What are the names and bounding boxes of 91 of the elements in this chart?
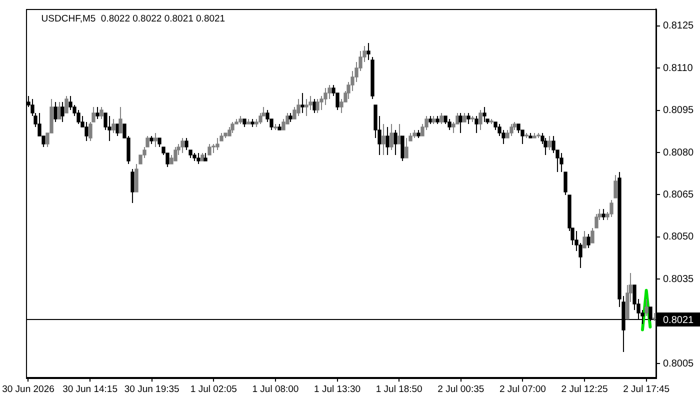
candlestick <box>64 96 68 114</box>
candlestick <box>548 136 552 150</box>
candlestick <box>130 168 134 204</box>
candlestick <box>448 118 452 130</box>
x-tick-label: 1 Jul 08:00 <box>252 384 299 395</box>
candlestick <box>482 106 486 122</box>
candlestick <box>258 112 262 124</box>
candlestick <box>400 136 404 162</box>
candlestick <box>602 208 606 220</box>
candlestick <box>432 116 436 124</box>
candlestick <box>490 118 494 124</box>
candlestick <box>204 152 208 162</box>
candlestick <box>390 124 394 150</box>
candlestick <box>238 116 242 124</box>
candlestick <box>84 122 88 142</box>
candlestick <box>316 98 320 114</box>
candlestick <box>150 136 154 144</box>
x-tick-label: 2 Jul 00:35 <box>438 384 484 395</box>
candlestick <box>112 118 116 134</box>
y-tick-label: 0.8110 <box>663 62 694 74</box>
y-tick-label: 0.8095 <box>663 105 694 116</box>
candlestick <box>404 138 408 158</box>
candlestick <box>230 122 234 134</box>
candlestick <box>300 92 304 114</box>
candlestick <box>458 112 462 134</box>
candlestick <box>174 146 178 162</box>
candlestick <box>386 126 390 156</box>
candlestick <box>108 116 112 142</box>
y-tick-label: 0.8050 <box>663 232 694 243</box>
candlestick <box>274 124 278 130</box>
candlestick <box>466 112 470 124</box>
candlestick <box>54 102 58 122</box>
candlestick <box>462 112 466 122</box>
candlestick <box>192 152 196 162</box>
candlestick <box>478 110 482 130</box>
x-tick-label: 30 Jun 19:35 <box>124 384 180 395</box>
candlestick <box>208 144 212 156</box>
candlestick <box>436 116 440 124</box>
x-tick-label: 30 Jun 2026 <box>2 384 54 395</box>
candlestick <box>516 124 520 134</box>
candlestick <box>224 132 228 138</box>
y-tick-label: 0.8005 <box>663 358 694 370</box>
candlestick <box>288 112 292 122</box>
x-tick-label: 1 Jul 18:50 <box>376 384 422 395</box>
candlestick <box>470 116 474 122</box>
candlestick <box>242 118 246 128</box>
candlestick <box>246 118 250 124</box>
candlestick <box>528 132 532 138</box>
candlestick <box>532 132 536 138</box>
x-tick-label: 2 Jul 07:00 <box>499 384 546 395</box>
candlestick <box>652 312 656 322</box>
candlestick <box>382 124 386 156</box>
y-tick-label: 0.8125 <box>663 20 694 32</box>
candlestick <box>610 200 614 218</box>
candlestick <box>96 106 100 120</box>
candlestick <box>304 98 308 116</box>
x-tick-label: 1 Jul 13:30 <box>314 384 361 395</box>
ref-line-label: 0.8021 <box>663 314 694 326</box>
candlestick <box>440 112 444 124</box>
candlestick <box>474 116 478 134</box>
candlestick <box>582 230 586 248</box>
y-tick-label: 0.8065 <box>663 189 694 200</box>
candlestick <box>100 106 104 120</box>
candlestick <box>416 130 420 138</box>
candlestick <box>58 102 62 120</box>
candlestick <box>510 124 514 136</box>
candlestick <box>536 132 540 138</box>
x-tick-label: 30 Jun 14:15 <box>62 384 118 395</box>
candlestick <box>180 138 184 154</box>
candlestick <box>278 124 282 130</box>
candlestick <box>118 106 122 134</box>
candlestick <box>196 152 200 164</box>
y-tick-label: 0.8080 <box>663 147 694 158</box>
candlestick <box>524 132 528 138</box>
candlestick <box>586 234 590 248</box>
candlestick <box>200 152 204 162</box>
candlestick <box>216 138 220 150</box>
candlestick <box>250 118 254 128</box>
candlestick <box>282 118 286 130</box>
candlestick <box>614 174 618 198</box>
candlestick <box>296 98 300 116</box>
x-tick-label: 1 Jul 02:05 <box>190 384 237 395</box>
x-tick-label: 2 Jul 12:25 <box>561 384 608 395</box>
candlestick <box>412 130 416 138</box>
candlestick <box>60 102 64 122</box>
text: USDCHF,M5 0.8022 0.8022 0.8021 0.8021 <box>41 14 226 25</box>
candlestick <box>154 132 158 148</box>
candlestick <box>394 130 398 156</box>
candlestick <box>644 298 648 316</box>
x-tick-label: 2 Jul 17:45 <box>623 384 670 395</box>
y-tick-label: 0.8035 <box>663 274 694 285</box>
